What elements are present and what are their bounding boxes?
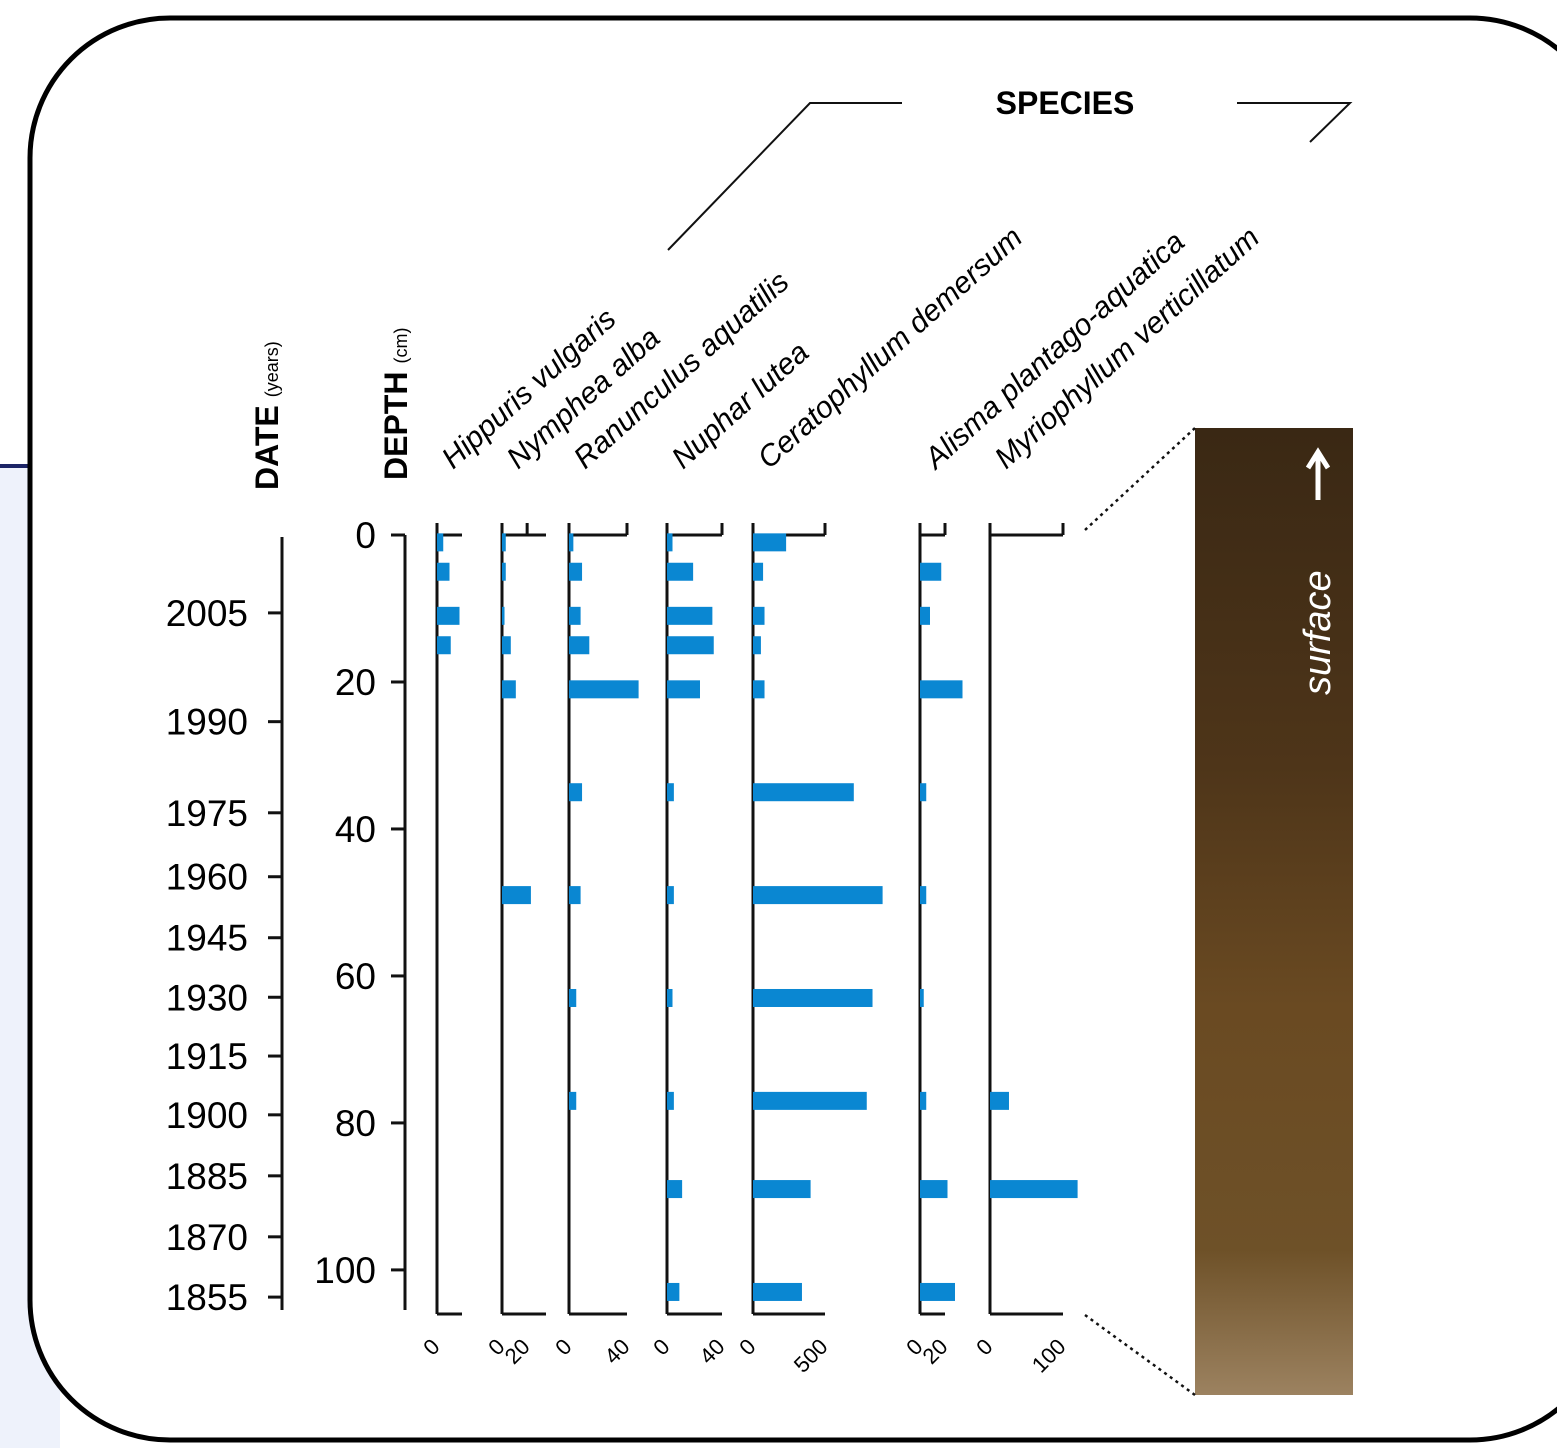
date-tick-label: 1870 [166, 1217, 248, 1258]
bar [667, 886, 674, 905]
depth-tick-label: 40 [335, 809, 376, 850]
bar [437, 606, 460, 625]
bar [569, 886, 581, 905]
bar [920, 680, 963, 699]
bar [667, 533, 673, 552]
bar [569, 680, 639, 699]
bar [753, 533, 787, 552]
bar [920, 783, 927, 802]
depth-tick-label: 60 [335, 956, 376, 997]
bar [437, 636, 451, 655]
bar [502, 606, 505, 625]
surface-arrow [1305, 447, 1331, 500]
bar [667, 1180, 683, 1199]
bar [502, 562, 506, 581]
bar [920, 1091, 927, 1110]
depth-unit: (cm) [391, 328, 411, 364]
date-tick-label: 1990 [166, 702, 248, 743]
bar [502, 886, 531, 905]
bar [753, 680, 765, 699]
depth-tick-label: 80 [335, 1103, 376, 1144]
date-title: DATE (years) [249, 341, 285, 490]
species-heading: SPECIES [996, 85, 1135, 121]
date-tick-label: 1855 [166, 1277, 248, 1318]
date-title-text: DATE [249, 405, 285, 490]
bar [667, 988, 673, 1007]
date-tick-label: 1915 [166, 1036, 248, 1077]
depth-tick-label: 0 [355, 515, 376, 556]
bar [569, 988, 577, 1007]
species-bracket [667, 102, 902, 251]
depth-tick-label: 100 [314, 1250, 376, 1291]
date-tick-label: 1960 [166, 857, 248, 898]
depth-title-text: DEPTH [378, 372, 414, 480]
bar [667, 783, 674, 802]
bar [920, 886, 927, 905]
bar [753, 636, 761, 655]
depth-tick-label: 20 [335, 662, 376, 703]
bar [667, 562, 694, 581]
bar [437, 562, 450, 581]
bar [569, 1091, 577, 1110]
bar [920, 1282, 955, 1301]
bar [502, 533, 506, 552]
bar [753, 1282, 802, 1301]
bar [502, 680, 516, 699]
bar [753, 1180, 811, 1199]
bar [753, 783, 854, 802]
bar [569, 606, 581, 625]
bar [990, 1091, 1009, 1110]
bar [502, 636, 511, 655]
date-tick-label: 1885 [166, 1156, 248, 1197]
bar [667, 1282, 680, 1301]
bar [753, 1091, 867, 1110]
bar [753, 562, 764, 581]
bar [990, 1180, 1078, 1199]
date-tick-label: 1930 [166, 977, 248, 1018]
bar [753, 886, 883, 905]
bar [437, 533, 444, 552]
date-tick-label: 1945 [166, 918, 248, 959]
bar [569, 636, 590, 655]
bar [569, 783, 583, 802]
bar [753, 606, 765, 625]
surface-label: surface [1297, 570, 1339, 695]
bar [753, 988, 873, 1007]
bar [920, 988, 924, 1007]
bar [667, 680, 700, 699]
core-guide [1084, 1313, 1196, 1397]
bar [569, 533, 574, 552]
bar [667, 606, 713, 625]
bar [569, 562, 583, 581]
bar [920, 1180, 948, 1199]
date-tick-label: 1900 [166, 1095, 248, 1136]
date-tick-label: 2005 [166, 593, 248, 634]
bar [667, 1091, 674, 1110]
bar [667, 636, 714, 655]
date-unit: (years) [262, 341, 282, 397]
panel-frame [27, 15, 1557, 1443]
bar [920, 606, 930, 625]
date-tick-label: 1975 [166, 793, 248, 834]
bar [920, 562, 942, 581]
species-bracket [1237, 102, 1353, 143]
sediment-core [1195, 428, 1353, 1395]
depth-title: DEPTH (cm) [378, 328, 414, 480]
